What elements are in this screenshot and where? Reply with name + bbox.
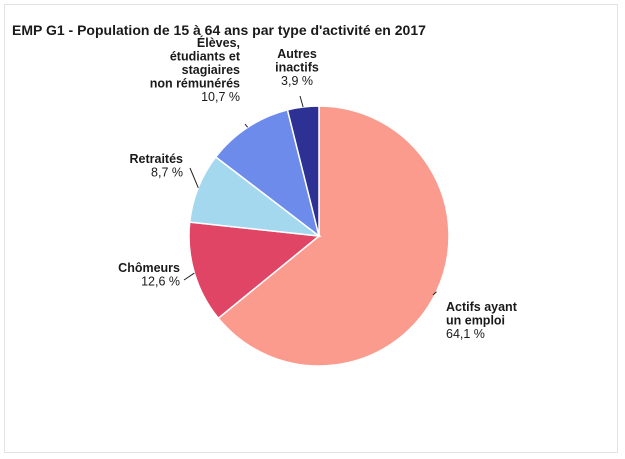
pie-slice-1: [188, 221, 321, 320]
connector-line-0: [432, 291, 437, 296]
slice-label-line: non rémunérés: [150, 77, 240, 91]
slice-value-label: 8,7 %: [151, 166, 183, 180]
slice-label-3: Élèves, étudiants et stagiaires non rémunér…: [150, 35, 241, 104]
connector-line-2: [189, 167, 199, 188]
slice-label-0: Actifs ayant un emploi 64,1 %: [446, 300, 518, 341]
slice-label-line: Retraités: [130, 152, 184, 166]
slice-value-label: 10,7 %: [201, 90, 240, 104]
slice-value-label: 64,1 %: [446, 327, 485, 341]
slice-label-1: Chômeurs 12,6 %: [118, 261, 180, 289]
slice-label-4: Autres inactifs 3,9 %: [275, 47, 319, 88]
connector-line-3: [244, 123, 249, 128]
slice-label-line: Chômeurs: [118, 261, 180, 275]
slice-value-label: 12,6 %: [141, 275, 180, 289]
slice-label-line: un emploi: [446, 314, 505, 328]
slice-label-line: stagiaires: [182, 63, 240, 77]
slice-label-line: Autres: [277, 47, 317, 61]
slice-label-line: étudiants et: [170, 50, 241, 64]
slice-label-line: Élèves,: [197, 35, 240, 50]
pie-slice-4: [286, 105, 320, 237]
slice-label-line: Actifs ayant: [446, 300, 518, 314]
slice-value-label: 3,9 %: [281, 74, 313, 88]
connector-line-1: [183, 272, 195, 281]
chart-title: EMP G1 - Population de 15 à 64 ans par t…: [12, 22, 426, 38]
slice-label-line: inactifs: [275, 61, 319, 75]
slice-label-2: Retraités 8,7 %: [130, 152, 184, 180]
connector-line-4: [299, 95, 304, 108]
